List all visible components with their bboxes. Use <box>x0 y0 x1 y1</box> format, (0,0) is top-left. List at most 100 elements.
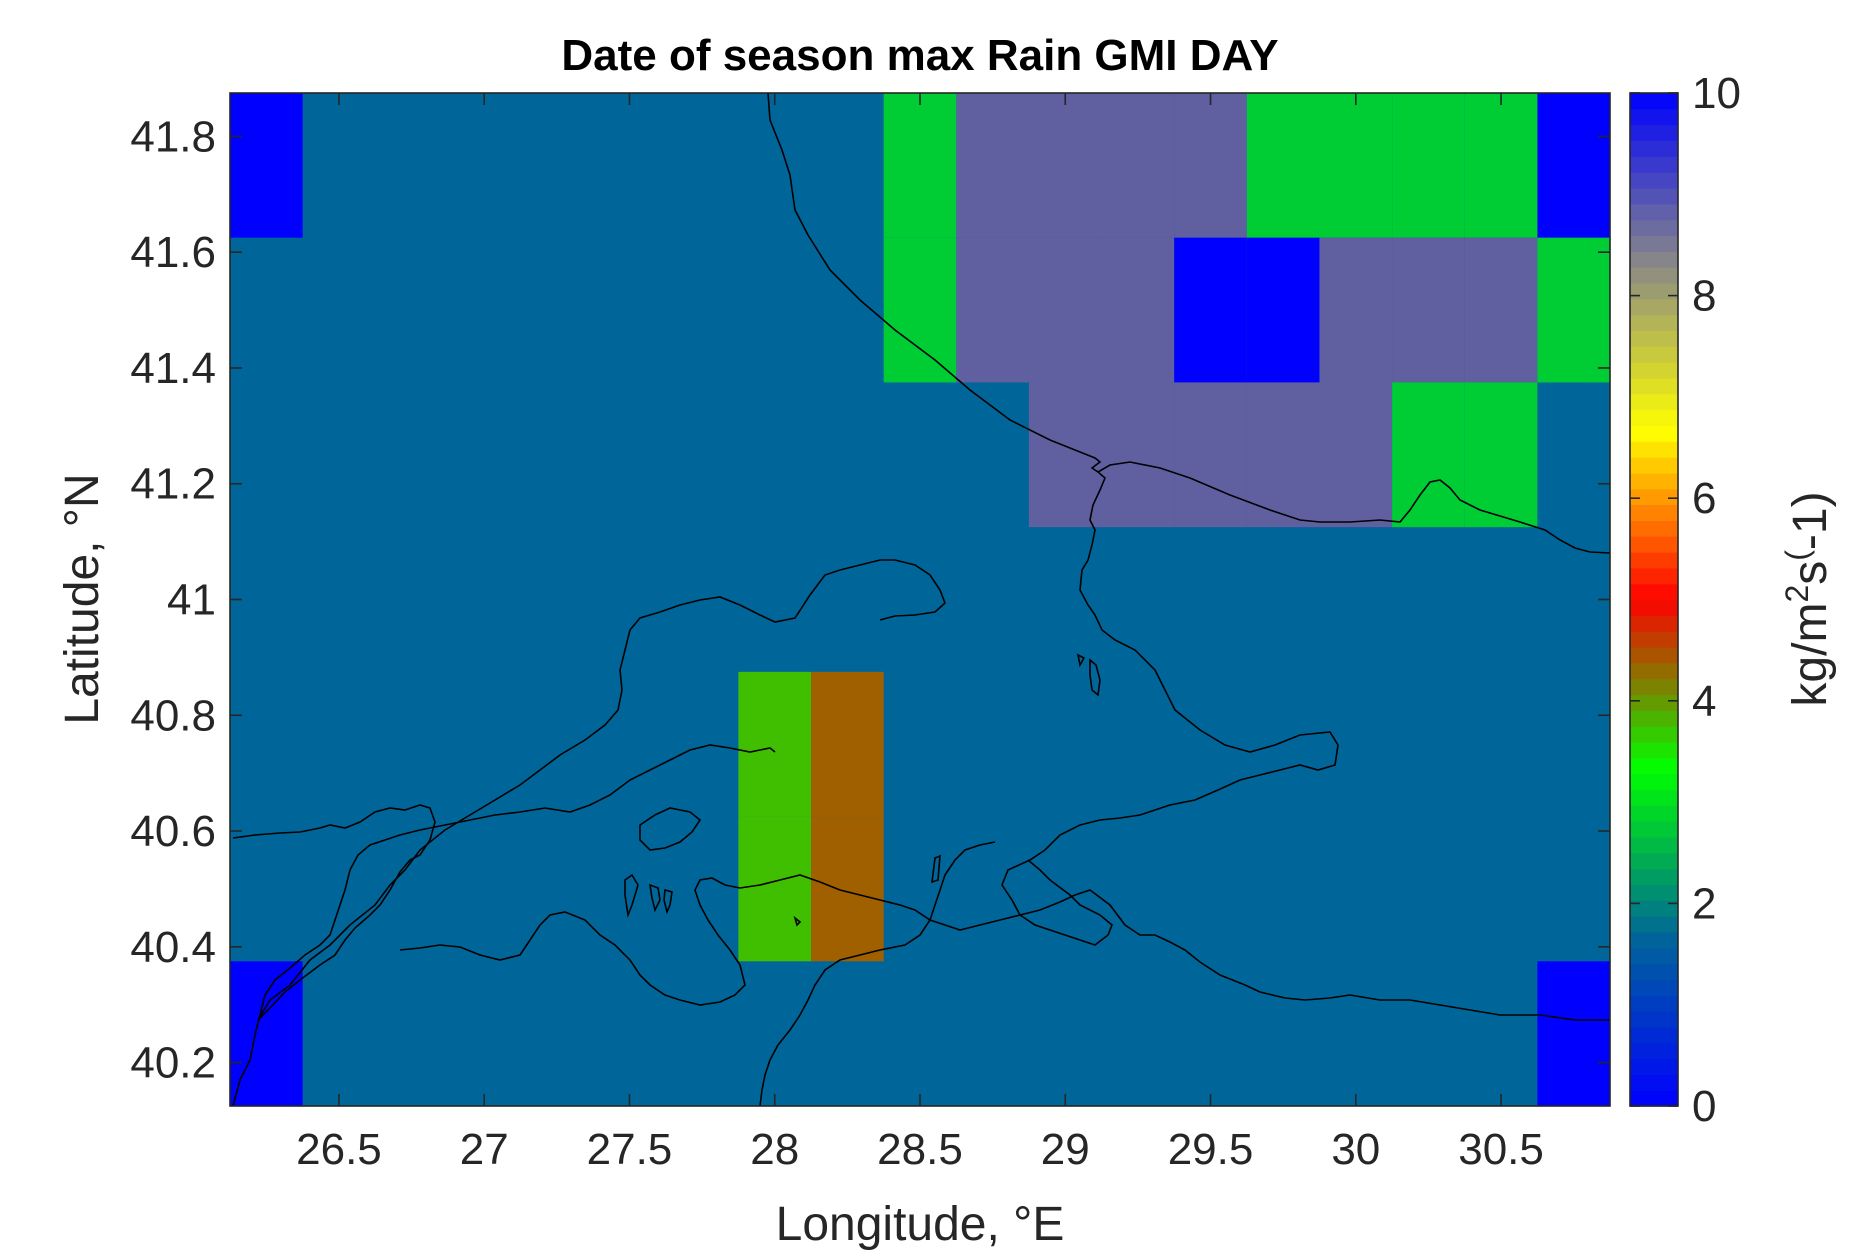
colorbar-step <box>1630 520 1678 537</box>
coastline <box>232 92 1611 1107</box>
y-tick-label: 40.8 <box>130 691 216 740</box>
colorbar-gradient <box>1630 93 1678 1107</box>
colorbar-step <box>1630 947 1678 965</box>
colorbar-step <box>1630 251 1678 268</box>
x-tick-label: 28.5 <box>877 1125 963 1174</box>
colorbar-step <box>1630 805 1678 822</box>
colorbar-label: kg/m2s(-1) <box>1779 491 1837 706</box>
colorbar-step <box>1630 124 1678 142</box>
y-tick-label: 40.2 <box>130 1039 216 1088</box>
colorbar-step <box>1630 931 1678 949</box>
coastline-anatolia-north <box>1097 461 1611 554</box>
colorbar-step <box>1630 409 1678 426</box>
colorbar-step <box>1630 172 1678 189</box>
x-tick-label: 30.5 <box>1458 1125 1544 1174</box>
colorbar-step <box>1630 868 1678 886</box>
colorbar-step <box>1630 377 1678 395</box>
coastline-islet-7 <box>793 915 802 927</box>
colorbar-step <box>1630 773 1678 791</box>
y-tick-label: 41.6 <box>130 228 216 277</box>
heatmap-cells <box>230 93 1610 1106</box>
heatmap-cell <box>811 816 884 962</box>
colorbar-tick-label: 0 <box>1692 1082 1716 1131</box>
heatmap-cell <box>1028 93 1102 238</box>
colorbar-step <box>1630 884 1678 901</box>
colorbar-step <box>1630 1090 1678 1107</box>
x-axis-label: Longitude, °E <box>776 1198 1065 1250</box>
y-tick-label: 41.2 <box>130 460 216 509</box>
colorbar-ticks: 0 2 4 6 8 10 <box>1630 69 1741 1131</box>
colorbar-step <box>1630 678 1678 696</box>
colorbar-step <box>1630 726 1678 743</box>
coastline-islet-5 <box>1089 658 1101 697</box>
colorbar-step <box>1630 536 1678 553</box>
heatmap-cell <box>1174 93 1247 238</box>
colorbar-step <box>1630 741 1678 759</box>
heatmap-cell <box>1028 382 1102 528</box>
colorbar-step <box>1630 1058 1678 1075</box>
coastline-black-sea <box>767 92 1339 946</box>
heatmap-cell <box>1246 93 1320 238</box>
colorbar-step <box>1630 1042 1678 1060</box>
colorbar-step <box>1630 789 1678 806</box>
colorbar-step <box>1630 457 1678 474</box>
coastline-marmara-island <box>639 807 702 851</box>
x-tick-label: 28 <box>750 1125 799 1174</box>
heatmap-cell <box>1174 237 1247 383</box>
colorbar-step <box>1630 615 1678 632</box>
colorbar-step <box>1630 599 1678 616</box>
heatmap-cell <box>883 237 957 383</box>
heatmap-cell <box>1319 93 1393 238</box>
heatmap-cell <box>1392 237 1465 383</box>
y-tick-label: 41.4 <box>130 344 216 393</box>
x-tick-label: 27.5 <box>587 1125 673 1174</box>
heatmap-cell <box>1246 382 1320 528</box>
x-tick-label: 26.5 <box>296 1125 382 1174</box>
colorbar-tick-label: 6 <box>1692 474 1716 523</box>
heatmap-cell <box>1101 93 1175 238</box>
colorbar-step <box>1630 472 1678 490</box>
colorbar-step <box>1630 552 1678 569</box>
colorbar-step <box>1630 646 1678 664</box>
y-tick-label: 40.4 <box>130 923 216 972</box>
colorbar-step <box>1630 963 1678 980</box>
heatmap-cell <box>1174 382 1247 528</box>
colorbar-step <box>1630 979 1678 996</box>
x-tick-label: 29.5 <box>1168 1125 1254 1174</box>
heatmap-cell <box>1537 961 1610 1106</box>
colorbar-step <box>1630 900 1678 917</box>
colorbar-step <box>1630 282 1678 300</box>
heatmap-cell <box>1101 237 1175 383</box>
colorbar-step <box>1630 1011 1678 1028</box>
colorbar-step <box>1630 93 1678 110</box>
y-axis: 40.2 40.4 40.6 40.8 41 41.2 41.4 41.6 41.8 <box>130 112 1610 1088</box>
heatmap-cell <box>883 93 957 238</box>
colorbar-step <box>1630 203 1678 221</box>
colorbar-step <box>1630 852 1678 870</box>
colorbar-step <box>1630 583 1678 601</box>
heatmap-cell <box>230 93 303 238</box>
coastline-islet-6 <box>1076 653 1086 668</box>
heatmap-cell <box>1392 382 1465 528</box>
colorbar-step <box>1630 631 1678 648</box>
colorbar-step <box>1630 393 1678 411</box>
heatmap-cell <box>1537 237 1610 383</box>
y-axis-label: Latitude, °N <box>56 473 109 724</box>
heatmap-cell <box>1246 237 1320 383</box>
y-tick-label: 40.6 <box>130 807 216 856</box>
colorbar-step <box>1630 187 1678 205</box>
colorbar-step <box>1630 108 1678 126</box>
heatmap-cell <box>1464 382 1538 528</box>
heatmap-cell <box>1537 93 1610 238</box>
plot-area: 26.5 27 27.5 28 28.5 29 29.5 30 30.5 40.240.440.… <box>130 92 1611 1174</box>
heatmap-cell <box>1101 382 1175 528</box>
colorbar-tick-label: 4 <box>1692 677 1716 726</box>
colorbar-step <box>1630 140 1678 157</box>
colorbar-step <box>1630 694 1678 711</box>
colorbar: 0 2 4 6 8 10 kg/m2s(-1) <box>1629 69 1837 1131</box>
colorbar-step <box>1630 219 1678 237</box>
colorbar-step <box>1630 757 1678 775</box>
heatmap-cell <box>1319 382 1393 528</box>
heatmap-cell <box>811 671 884 817</box>
